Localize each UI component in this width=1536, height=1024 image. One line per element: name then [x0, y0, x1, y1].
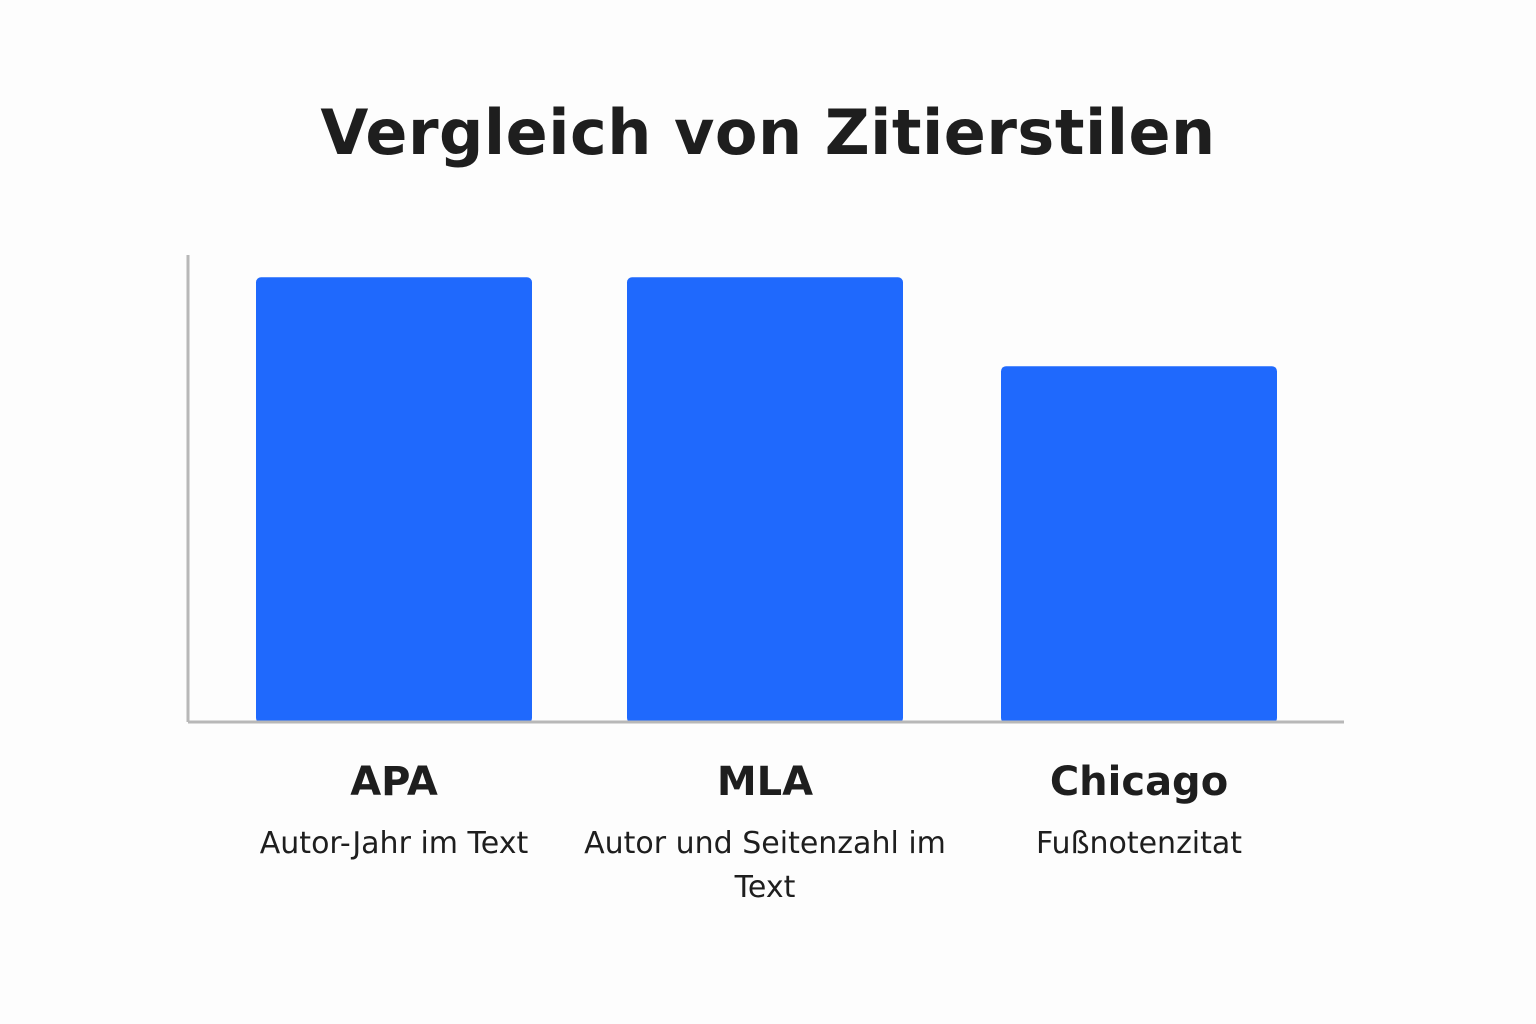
bar-mla — [627, 277, 903, 723]
category-apa: APA Autor-Jahr im Text — [204, 758, 584, 866]
tick-label: APA — [350, 759, 438, 805]
category-chicago: Chicago Fußnotenzitat — [949, 758, 1329, 866]
bar-apa — [256, 277, 532, 723]
chart-title: Vergleich von Zitierstilen — [320, 96, 1216, 169]
category-description: Fußnotenzitat — [1035, 826, 1243, 861]
tick-label: MLA — [716, 759, 814, 805]
bar-chicago — [1001, 366, 1277, 723]
category-mla: MLA Autor und Seitenzahl im Text — [575, 758, 955, 910]
category-description: Autor und Seitenzahl im Text — [584, 826, 946, 905]
category-description: Autor-Jahr im Text — [259, 826, 529, 861]
tick-label: Chicago — [1049, 759, 1229, 805]
